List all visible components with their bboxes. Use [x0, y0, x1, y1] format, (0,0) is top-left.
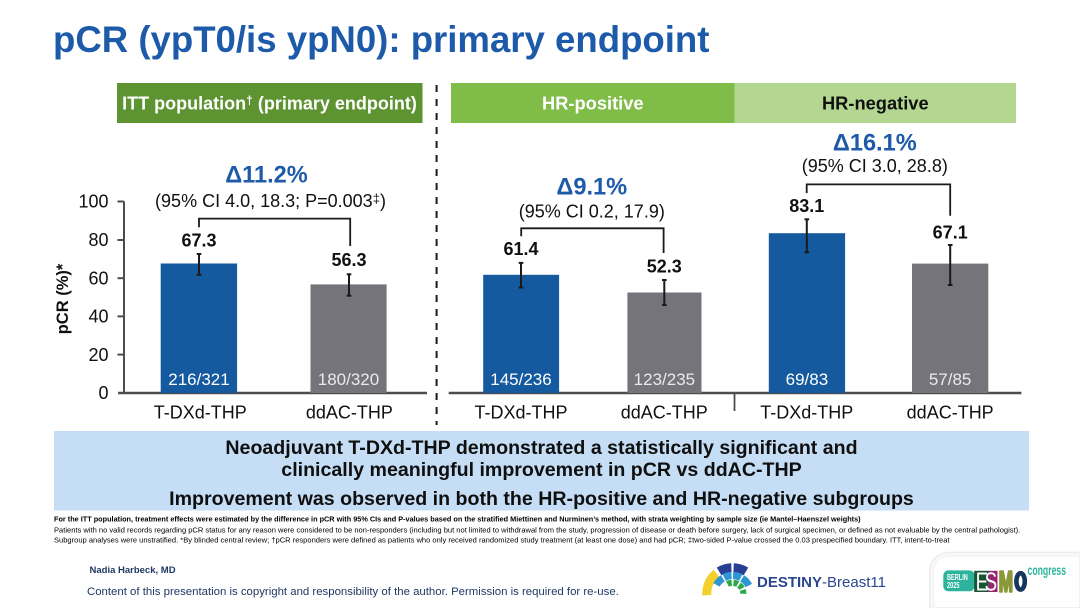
svg-text:Δ16.1%: Δ16.1% — [833, 131, 917, 157]
svg-text:For the ITT population, treatm: For the ITT population, treatment effect… — [54, 515, 861, 524]
svg-text:0: 0 — [98, 383, 108, 403]
svg-text:60: 60 — [88, 268, 108, 288]
svg-text:ITT population† (primary endpo: ITT population† (primary endpoint) — [122, 94, 417, 114]
svg-text:Neoadjuvant T-DXd-THP demonstr: Neoadjuvant T-DXd-THP demonstrated a sta… — [225, 437, 857, 459]
svg-text:Δ9.1%: Δ9.1% — [556, 175, 627, 201]
svg-text:40: 40 — [88, 307, 108, 327]
svg-text:67.1: 67.1 — [933, 222, 968, 242]
svg-text:T-DXd-THP: T-DXd-THP — [760, 402, 853, 422]
svg-text:216/321: 216/321 — [168, 370, 229, 389]
svg-text:T-DXd-THP: T-DXd-THP — [154, 402, 247, 422]
svg-text:Δ11.2%: Δ11.2% — [225, 163, 308, 189]
svg-text:80: 80 — [88, 230, 108, 250]
svg-text:S: S — [985, 566, 997, 596]
svg-text:clinically meaningful improvem: clinically meaningful improvement in pCR… — [281, 459, 801, 481]
svg-text:Improvement was observed in bo: Improvement was observed in both the HR-… — [169, 488, 914, 510]
svg-text:ddAC-THP: ddAC-THP — [306, 402, 393, 422]
svg-text:20: 20 — [88, 345, 108, 365]
svg-text:Content of this presentation i: Content of this presentation is copyrigh… — [87, 586, 619, 598]
svg-text:T-DXd-THP: T-DXd-THP — [474, 402, 567, 422]
svg-text:(95% CI 3.0, 28.8): (95% CI 3.0, 28.8) — [802, 156, 948, 176]
svg-text:67.3: 67.3 — [181, 231, 216, 251]
svg-text:61.4: 61.4 — [503, 239, 538, 259]
svg-text:M: M — [999, 566, 1013, 598]
svg-text:56.3: 56.3 — [331, 250, 366, 270]
svg-text:57/85: 57/85 — [929, 370, 972, 389]
svg-text:123/235: 123/235 — [634, 370, 695, 389]
svg-text:52.3: 52.3 — [647, 257, 682, 277]
svg-text:DESTINY-Breast11: DESTINY-Breast11 — [757, 574, 886, 591]
svg-text:83.1: 83.1 — [789, 196, 824, 216]
svg-text:BERLIN: BERLIN — [947, 574, 968, 582]
svg-text:pCR (%)*: pCR (%)* — [54, 263, 72, 334]
svg-text:Patients with no valid records: Patients with no valid records regarding… — [54, 526, 1020, 535]
svg-text:ddAC-THP: ddAC-THP — [907, 402, 994, 422]
svg-text:145/236: 145/236 — [490, 370, 551, 389]
svg-text:Subgroup analyses were unstrat: Subgroup analyses were unstratified. *By… — [54, 536, 950, 545]
svg-text:69/83: 69/83 — [786, 370, 829, 389]
svg-text:pCR (ypT0/is ypN0): primary en: pCR (ypT0/is ypN0): primary endpoint — [53, 19, 709, 60]
svg-text:100: 100 — [78, 192, 108, 212]
svg-text:HR-positive: HR-positive — [542, 93, 644, 114]
svg-text:HR-negative: HR-negative — [822, 93, 929, 114]
svg-text:Nadia Harbeck, MD: Nadia Harbeck, MD — [90, 565, 176, 576]
svg-text:2025: 2025 — [947, 582, 960, 590]
svg-text:180/320: 180/320 — [318, 370, 379, 389]
svg-text:congress: congress — [1028, 563, 1067, 579]
svg-text:(95% CI 4.0, 18.3; P=0.003‡): (95% CI 4.0, 18.3; P=0.003‡) — [155, 191, 386, 211]
svg-text:E: E — [976, 566, 988, 596]
svg-text:(95% CI 0.2, 17.9): (95% CI 0.2, 17.9) — [519, 202, 665, 222]
svg-text:ddAC-THP: ddAC-THP — [621, 402, 708, 422]
